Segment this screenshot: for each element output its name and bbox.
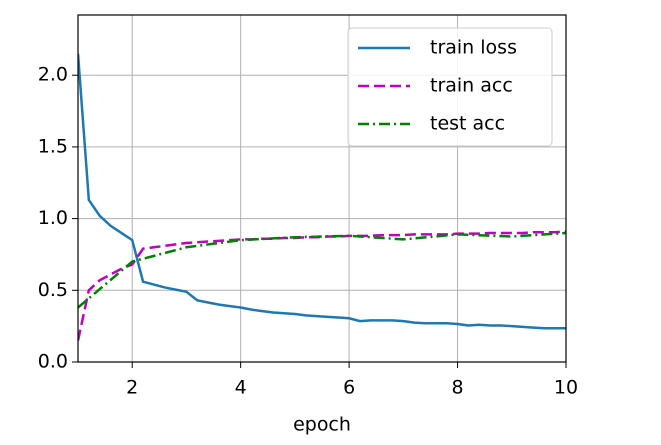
legend-label: train loss (430, 37, 517, 59)
plot-frame (77, 14, 567, 363)
line (78, 231, 566, 309)
y-tick-label: 0.5 (38, 279, 68, 301)
legend-label: train acc (430, 75, 513, 97)
y-tick-label: 2.0 (38, 64, 68, 86)
legend-label: test acc (430, 113, 505, 135)
y-tick-label: 0.0 (38, 351, 68, 373)
x-tick-label: 4 (235, 377, 247, 399)
y-tick-label: 1.0 (38, 207, 68, 229)
line (78, 230, 566, 341)
x-axis-label: epoch (293, 414, 351, 436)
x-tick-label: 6 (343, 377, 355, 399)
line (78, 53, 566, 330)
x-tick-label: 2 (126, 377, 138, 399)
y-tick-label: 1.5 (38, 135, 68, 157)
legend-box (347, 27, 553, 147)
x-tick-label: 10 (554, 377, 578, 399)
x-tick-label: 8 (452, 377, 464, 399)
